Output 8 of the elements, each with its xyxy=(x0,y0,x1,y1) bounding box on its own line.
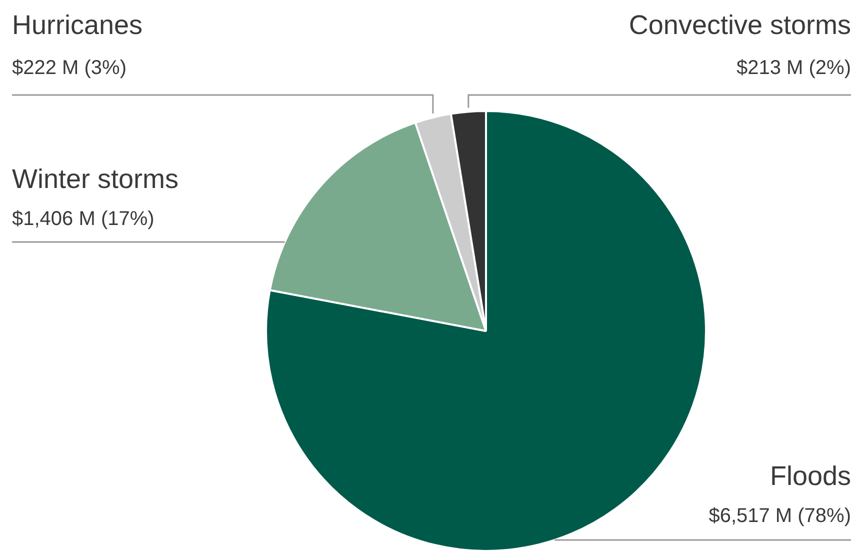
data-label: $1,406 M (17%) xyxy=(12,208,154,230)
slice-label: Convective storms xyxy=(628,10,851,40)
data-label: $222 M (3%) xyxy=(12,57,126,79)
slice-label: Hurricanes xyxy=(12,10,143,40)
slice-label: Winter storms xyxy=(12,164,179,194)
data-label: $6,517 M (78%) xyxy=(708,505,851,527)
data-label: $213 M (2%) xyxy=(736,57,851,79)
slice-label: Floods xyxy=(770,461,851,491)
